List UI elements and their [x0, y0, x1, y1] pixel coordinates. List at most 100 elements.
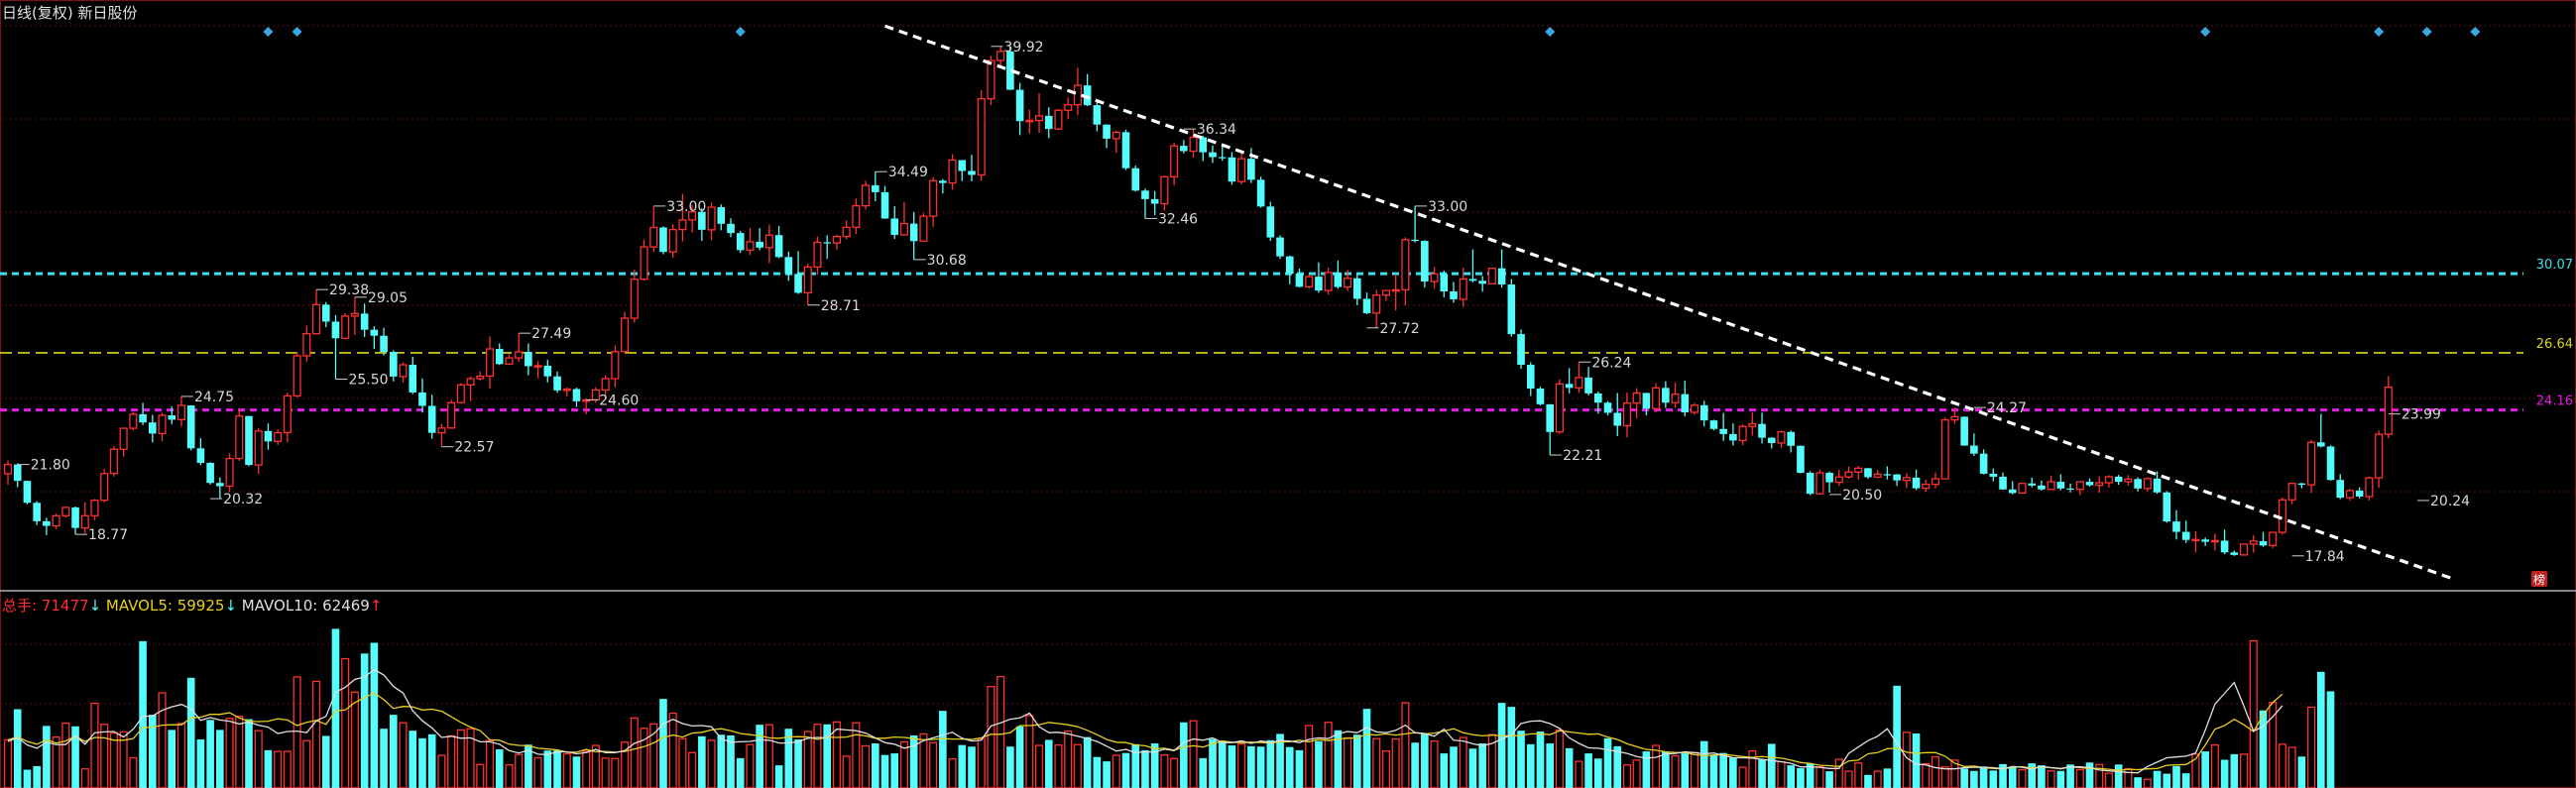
candle-body: [813, 241, 822, 268]
volume-bar: [1497, 703, 1506, 788]
volume-bar: [929, 741, 938, 788]
volume-bar: [2181, 773, 2190, 788]
volume-bar: [1150, 743, 1159, 788]
candle-body: [2326, 446, 2335, 481]
candle-body: [1652, 387, 1661, 409]
volume-bar: [872, 743, 879, 788]
volume-bar: [736, 757, 745, 788]
candle-body: [774, 235, 783, 258]
candle-body: [2269, 531, 2278, 546]
volume-bar: [1295, 749, 1304, 788]
volume-bar: [1440, 753, 1449, 788]
volume-bar: [553, 749, 561, 788]
candle-body: [2345, 490, 2355, 499]
candle-body: [784, 257, 793, 275]
volume-bar: [659, 699, 667, 788]
candle-body: [1797, 445, 1805, 473]
volume-bar: [1594, 758, 1602, 788]
volume-bar: [832, 721, 841, 788]
volume-bar: [1806, 763, 1815, 788]
candle-body: [958, 160, 967, 171]
candle-body: [2384, 386, 2393, 435]
candle-body: [71, 507, 79, 528]
candle-body: [1893, 474, 1901, 481]
volume-bar: [1421, 733, 1429, 788]
candle-body: [2114, 476, 2123, 483]
event-marker-icon: [292, 27, 302, 37]
candle-body: [380, 335, 388, 353]
candle-body: [274, 431, 283, 442]
candle-body: [2075, 481, 2084, 491]
volume-bar: [235, 716, 244, 788]
price-annotation: 24.27: [1987, 400, 2027, 416]
volume-bar: [2047, 770, 2055, 788]
volume-bar: [495, 749, 504, 788]
candle-body: [33, 503, 41, 521]
volume-bar: [1864, 774, 1872, 788]
volume-bar: [1189, 720, 1198, 788]
candle-body: [1999, 476, 2007, 490]
candle-body: [331, 321, 340, 339]
candle-body: [1632, 392, 1641, 404]
candle-body: [1806, 472, 1815, 495]
volume-bar: [756, 725, 763, 788]
candle-body: [794, 274, 802, 293]
volume-bar: [1989, 770, 1998, 788]
volume-bar: [948, 758, 957, 788]
candle-body: [525, 352, 532, 367]
volume-bar: [1324, 722, 1333, 788]
volume-header: 总手: 71477↓ MAVOL5: 59925↓ MAVOL10: 62469…: [2, 595, 382, 616]
candle-body: [1034, 115, 1044, 122]
volume-bar: [1603, 737, 1612, 788]
volume-bar: [1662, 751, 1670, 788]
candle-body: [1864, 468, 1872, 478]
candle-body: [1989, 473, 1998, 477]
candle-body: [948, 159, 957, 184]
volume-bar: [2028, 763, 2036, 788]
volume-bar: [977, 737, 986, 788]
volume-bar: [823, 724, 831, 788]
candle-body: [736, 233, 745, 251]
volume-bar: [1112, 754, 1120, 788]
candle-body: [832, 235, 841, 244]
candle-body: [2104, 476, 2114, 484]
volume-bar: [186, 677, 195, 788]
volume-bar: [746, 743, 755, 788]
volume-bar: [1006, 746, 1014, 788]
volume-bar: [909, 735, 918, 788]
candle-body: [1121, 132, 1130, 169]
candle-body: [1970, 445, 1978, 454]
volume-bar: [852, 722, 861, 788]
volume-bar: [1797, 767, 1805, 788]
volume-bar: [225, 718, 234, 788]
volume-bar: [293, 676, 301, 788]
volume-bar: [1767, 743, 1776, 788]
volume-bar: [61, 722, 70, 788]
volume-bar: [813, 724, 822, 788]
candle-body: [1825, 472, 1833, 483]
candle-body: [1247, 159, 1255, 180]
volume-bar: [1729, 757, 1737, 788]
event-marker-icon: [263, 27, 274, 37]
candle-body: [1487, 268, 1496, 284]
candle-body: [987, 59, 995, 100]
candle-body: [1979, 453, 1988, 474]
trend-line: [883, 24, 2457, 582]
candle-body: [1815, 472, 1824, 495]
volume-bar: [2153, 770, 2162, 788]
candle-body: [1854, 467, 1863, 473]
candle-body: [1381, 289, 1391, 296]
candle-body: [668, 228, 677, 253]
volume-bar: [1960, 768, 1968, 788]
mavol10-arrow: ↑: [369, 597, 383, 615]
candle-body: [640, 246, 648, 281]
candle-body: [2375, 433, 2384, 479]
volume-bar: [543, 750, 552, 788]
candle-body: [485, 348, 495, 378]
reference-line-label: 30.07: [2536, 258, 2573, 273]
candle-body: [1209, 152, 1217, 158]
volume-bar: [1064, 730, 1073, 788]
volume-bar: [409, 731, 417, 788]
candle-body: [756, 241, 763, 248]
candle-body: [630, 279, 639, 319]
